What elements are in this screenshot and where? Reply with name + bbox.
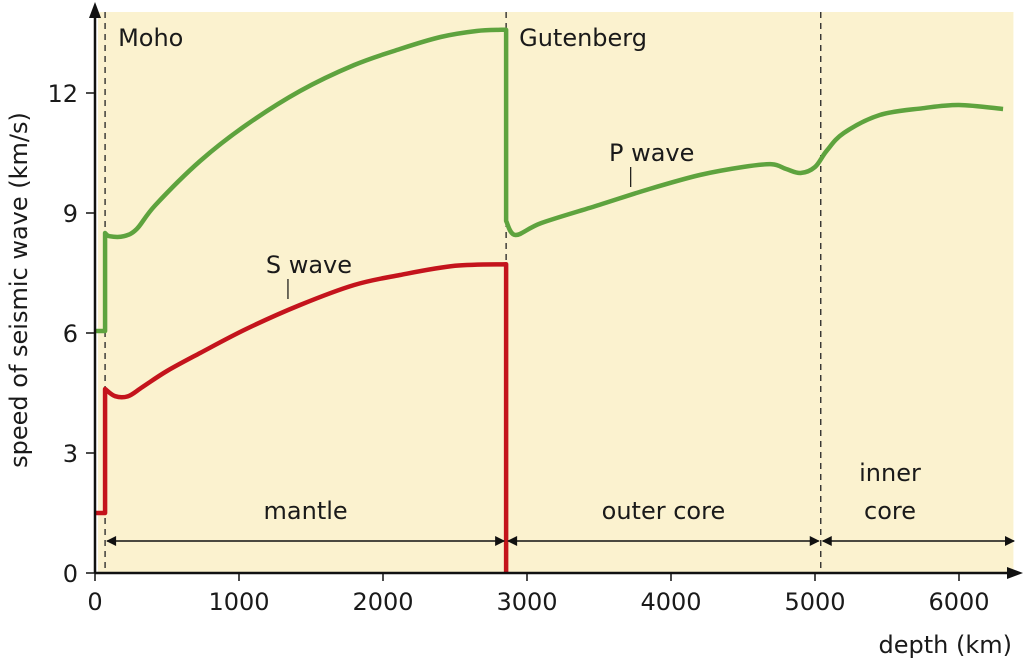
x-tick-label: 0 [87,588,102,616]
plot-background [98,12,1014,573]
s-wave-curve [95,261,509,573]
y-tick-label: 9 [63,200,78,228]
outer-core-arrowhead-left [507,536,518,546]
mantle-arrowhead-right [495,536,506,546]
inner-core-arrowhead-right [1005,536,1015,546]
x-tick-label: 6000 [928,588,989,616]
x-tick-label: 4000 [640,588,701,616]
boundary-label-gutenberg: Gutenberg [519,24,647,52]
region-label-outer-core: outer core [602,497,726,525]
x-tick-label: 5000 [784,588,845,616]
p-wave-curve [95,27,1004,334]
y-axis-arrowhead [89,2,101,18]
s-wave-label: S wave [266,251,352,279]
y-tick-label: 12 [47,80,78,108]
y-tick-label: 0 [63,560,78,588]
inner-core-arrowhead-left [821,536,832,546]
y-axis-label: speed of seismic wave (km/s) [5,112,33,468]
boundary-label-moho: Moho [118,24,183,52]
y-tick-label: 3 [63,440,78,468]
p-wave-label: P wave [609,139,694,167]
y-tick-label: 6 [63,320,78,348]
x-axis-label: depth (km) [879,631,1013,659]
outer-core-arrowhead-right [809,536,820,546]
x-tick-label: 1000 [208,588,269,616]
region-label-inner-core: inner [859,459,921,487]
x-tick-label: 2000 [352,588,413,616]
mantle-arrowhead-left [106,536,117,546]
x-tick-label: 3000 [496,588,557,616]
region-label-inner-core: core [864,497,916,525]
region-label-mantle: mantle [264,497,348,525]
x-axis-arrowhead [1007,567,1023,579]
